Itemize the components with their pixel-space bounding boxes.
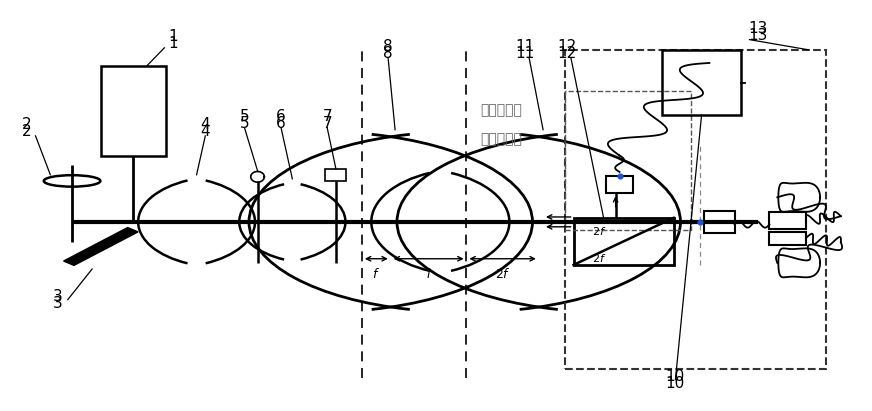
Bar bbox=[574, 218, 674, 265]
Text: 7: 7 bbox=[323, 109, 332, 124]
Text: 8: 8 bbox=[384, 46, 393, 61]
Bar bbox=[769, 231, 806, 245]
Text: 1: 1 bbox=[168, 29, 178, 44]
Text: $2f$: $2f$ bbox=[591, 252, 606, 264]
Bar bbox=[705, 211, 734, 233]
Text: 11: 11 bbox=[515, 39, 535, 54]
Text: $2f$: $2f$ bbox=[591, 225, 606, 237]
Bar bbox=[769, 212, 806, 229]
Bar bbox=[565, 50, 826, 369]
Text: 11: 11 bbox=[515, 46, 535, 61]
Text: 6: 6 bbox=[276, 116, 286, 131]
Text: 2: 2 bbox=[22, 117, 31, 132]
Text: 2: 2 bbox=[22, 124, 31, 139]
Text: 12: 12 bbox=[557, 39, 576, 54]
Text: 6: 6 bbox=[276, 109, 286, 124]
Text: 4: 4 bbox=[201, 124, 210, 139]
Text: 7: 7 bbox=[323, 116, 332, 131]
Text: 13: 13 bbox=[748, 21, 768, 35]
Bar bbox=[605, 176, 633, 193]
Text: $2f$: $2f$ bbox=[494, 267, 511, 281]
Text: 5: 5 bbox=[240, 116, 249, 131]
Bar bbox=[565, 91, 691, 230]
Text: 4: 4 bbox=[201, 117, 210, 132]
Bar bbox=[663, 50, 740, 115]
Text: 8: 8 bbox=[384, 39, 393, 54]
Text: 光束待测面: 光束待测面 bbox=[480, 132, 522, 146]
Text: 10: 10 bbox=[666, 369, 685, 384]
Text: $f$: $f$ bbox=[372, 267, 380, 281]
Text: 5: 5 bbox=[240, 109, 249, 124]
Text: 10: 10 bbox=[666, 376, 685, 391]
Text: 12: 12 bbox=[557, 46, 576, 61]
Text: 高斯谢尔模: 高斯谢尔模 bbox=[480, 104, 522, 118]
Text: $l$: $l$ bbox=[426, 267, 432, 281]
Bar bbox=[101, 66, 166, 156]
Bar bbox=[325, 169, 346, 181]
Polygon shape bbox=[64, 228, 138, 266]
Text: 3: 3 bbox=[52, 289, 62, 304]
Text: 3: 3 bbox=[52, 296, 62, 311]
Text: 13: 13 bbox=[748, 28, 768, 43]
Text: 1: 1 bbox=[168, 36, 178, 51]
